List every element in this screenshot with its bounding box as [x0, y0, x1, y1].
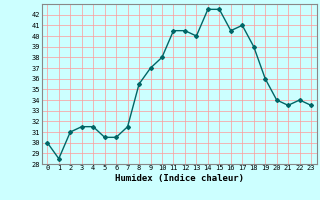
X-axis label: Humidex (Indice chaleur): Humidex (Indice chaleur): [115, 174, 244, 183]
